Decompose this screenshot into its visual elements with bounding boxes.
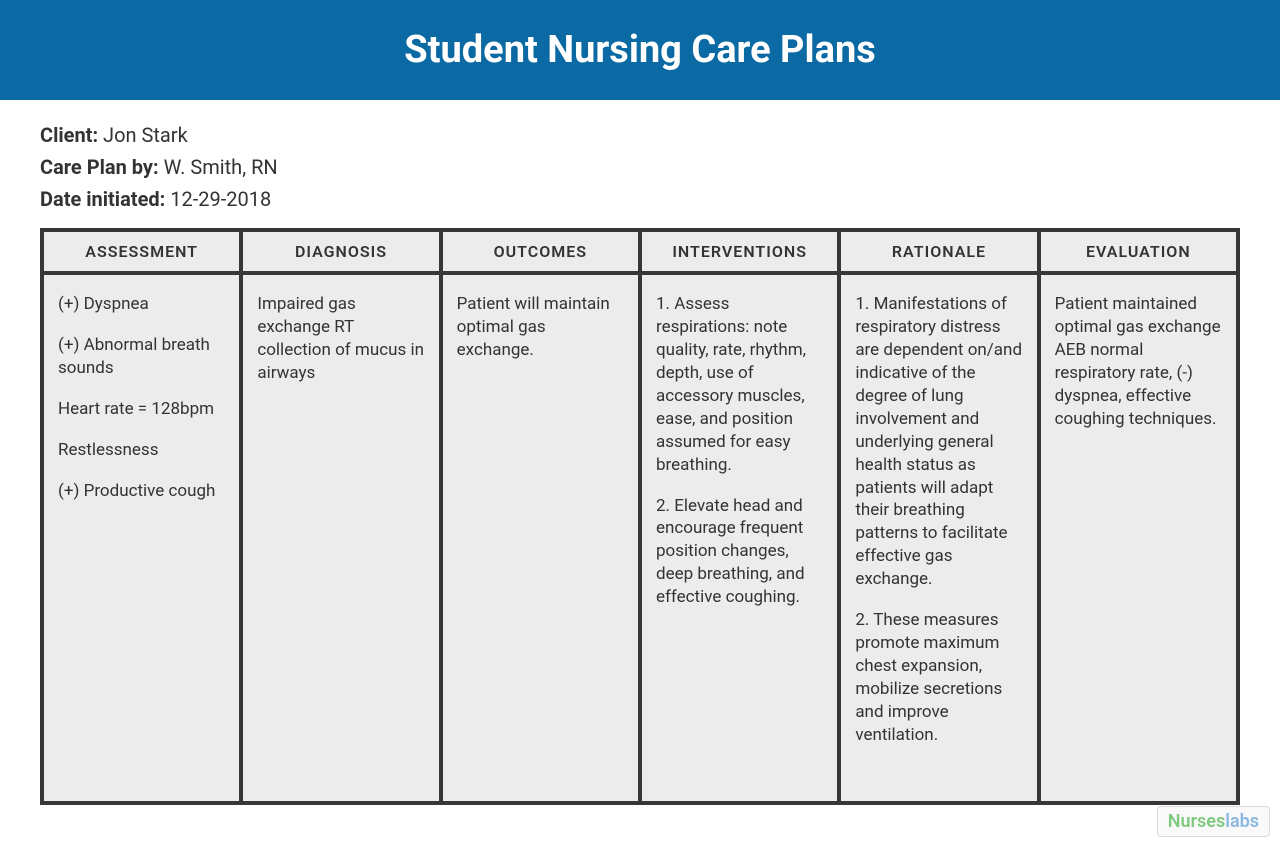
cell-diagnosis: Impaired gas exchange RT collection of m… [241, 273, 440, 803]
col-outcomes: OUTCOMES [441, 230, 640, 273]
meta-client-label: Client: [40, 123, 98, 147]
diagnosis-text: Impaired gas exchange RT collection of m… [257, 293, 424, 385]
meta-client: Client: Jon Stark [40, 120, 1240, 150]
meta-block: Client: Jon Stark Care Plan by: W. Smith… [0, 100, 1280, 224]
col-diagnosis: DIAGNOSIS [241, 230, 440, 273]
cell-interventions: 1. Assess respirations: note quality, ra… [640, 273, 839, 803]
cell-evaluation: Patient maintained optimal gas exchange … [1039, 273, 1238, 803]
watermark-part-b: labs [1225, 811, 1259, 832]
assessment-item: (+) Dyspnea [58, 293, 225, 316]
col-interventions: INTERVENTIONS [640, 230, 839, 273]
assessment-item: (+) Abnormal breath sounds [58, 334, 225, 380]
meta-date-label: Date initiated: [40, 187, 165, 211]
table-row: (+) Dyspnea (+) Abnormal breath sounds H… [42, 273, 1238, 803]
col-rationale: RATIONALE [839, 230, 1038, 273]
assessment-item: (+) Productive cough [58, 480, 225, 503]
assessment-item: Restlessness [58, 439, 225, 462]
watermark-part-a: Nurses [1168, 811, 1225, 832]
cell-outcomes: Patient will maintain optimal gas exchan… [441, 273, 640, 803]
meta-careplanby-label: Care Plan by: [40, 155, 159, 179]
cell-rationale: 1. Manifestations of respiratory distres… [839, 273, 1038, 803]
cell-assessment: (+) Dyspnea (+) Abnormal breath sounds H… [42, 273, 241, 803]
outcomes-text: Patient will maintain optimal gas exchan… [457, 293, 624, 362]
page-header: Student Nursing Care Plans [0, 0, 1280, 100]
col-evaluation: EVALUATION [1039, 230, 1238, 273]
assessment-item: Heart rate = 128bpm [58, 398, 225, 421]
page-title: Student Nursing Care Plans [404, 28, 876, 72]
rationale-item: 2. These measures promote maximum chest … [855, 609, 1022, 747]
care-plan-table: ASSESSMENT DIAGNOSIS OUTCOMES INTERVENTI… [40, 228, 1240, 805]
intervention-item: 2. Elevate head and encourage frequent p… [656, 495, 823, 610]
meta-date-value: 12-29-2018 [165, 187, 271, 211]
meta-careplanby-value: W. Smith, RN [159, 155, 278, 179]
intervention-item: 1. Assess respirations: note quality, ra… [656, 293, 823, 477]
table-header-row: ASSESSMENT DIAGNOSIS OUTCOMES INTERVENTI… [42, 230, 1238, 273]
meta-client-value: Jon Stark [98, 123, 188, 147]
watermark-badge: Nurseslabs [1157, 806, 1270, 837]
meta-date: Date initiated: 12-29-2018 [40, 184, 1240, 214]
rationale-item: 1. Manifestations of respiratory distres… [855, 293, 1022, 591]
col-assessment: ASSESSMENT [42, 230, 241, 273]
evaluation-text: Patient maintained optimal gas exchange … [1055, 293, 1222, 431]
meta-careplanby: Care Plan by: W. Smith, RN [40, 152, 1240, 182]
